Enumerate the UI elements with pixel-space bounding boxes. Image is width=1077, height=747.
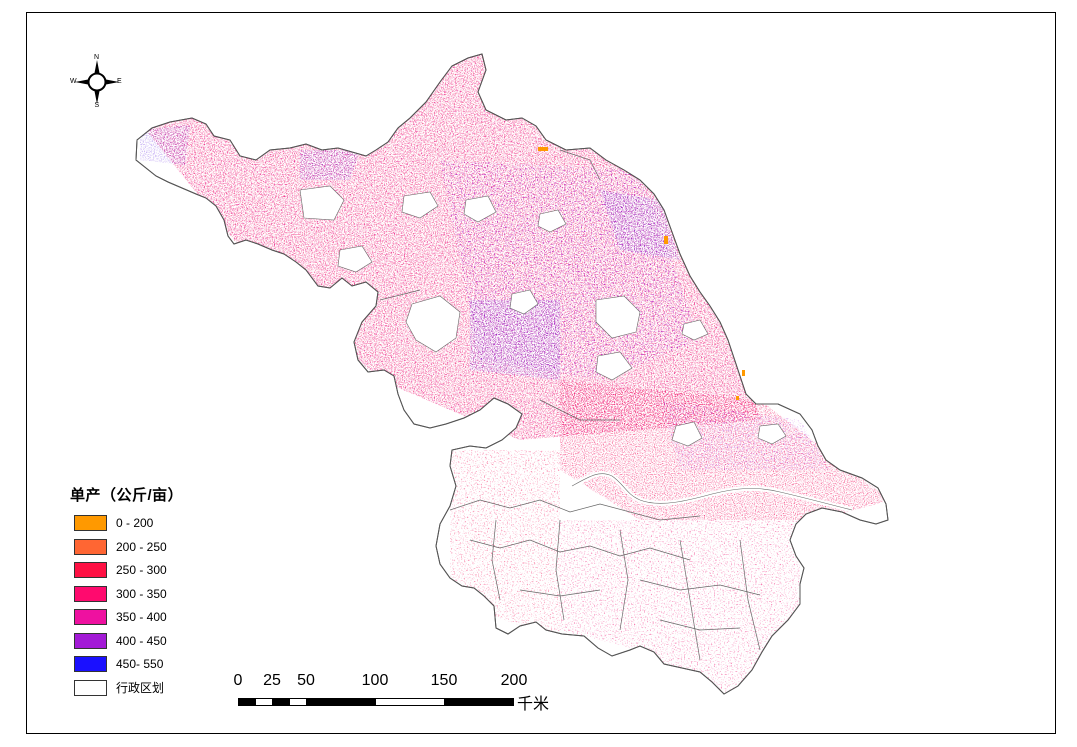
scale-tick-label: 50 (297, 672, 315, 689)
scale-unit: 千米 (517, 696, 550, 713)
legend-swatch (74, 609, 107, 625)
scale-tick-label: 200 (500, 672, 528, 689)
legend-swatch (74, 632, 107, 649)
scale-tick-label: 150 (430, 672, 458, 689)
scale-tick-label: 100 (361, 672, 389, 689)
legend-swatch (74, 562, 107, 578)
legend-swatch (74, 538, 107, 555)
scale-segment (272, 698, 290, 706)
legend-label: 400 - 450 (116, 633, 167, 648)
legend-item: 400 - 450 (70, 629, 230, 653)
legend-label: 250 - 300 (116, 563, 167, 577)
scale-tick-label: 25 (263, 672, 281, 689)
compass-icon (75, 60, 119, 104)
legend-title: 单产（公斤/亩） (70, 487, 184, 504)
legend-label: 300 - 350 (116, 586, 167, 601)
legend-item: 250 - 300 (70, 558, 230, 582)
legend-swatch (74, 679, 107, 696)
legend-label: 450- 550 (116, 657, 164, 671)
scale-segment (238, 698, 256, 706)
north-label: N (94, 54, 100, 61)
legend-items: 0 - 200 200 - 250 250 - 300 300 - 350 350 - … (70, 511, 230, 699)
legend-item: 300 - 350 (70, 582, 230, 606)
map-legend: 单产（公斤/亩） 0 - 200 200 - 250 250 - 300 300 - … (70, 484, 230, 699)
scale-segment (255, 698, 273, 706)
legend-label: 0 - 200 (116, 516, 154, 530)
legend-swatch (74, 515, 107, 531)
scale-segment (289, 698, 307, 706)
legend-swatch (74, 585, 107, 602)
scale-segment (375, 698, 445, 706)
legend-label: 350 - 400 (116, 610, 167, 624)
scale-segment (306, 698, 376, 706)
scale-bar: 0 25 50 100 150 200 千米 (230, 672, 560, 713)
east-label: E (117, 77, 122, 85)
south-label: S (94, 102, 100, 109)
legend-label: 行政区划 (116, 680, 165, 695)
scale-tick-label: 0 (233, 672, 243, 689)
north-arrow: N S E W (66, 54, 128, 112)
legend-item: 行政区划 (70, 676, 230, 700)
west-label: W (70, 77, 77, 85)
legend-label: 200 - 250 (116, 539, 167, 554)
legend-item: 0 - 200 (70, 511, 230, 535)
legend-item: 350 - 400 (70, 605, 230, 629)
scale-segment (444, 698, 514, 706)
legend-item: 450- 550 (70, 652, 230, 676)
legend-item: 200 - 250 (70, 535, 230, 559)
legend-swatch (74, 656, 107, 672)
